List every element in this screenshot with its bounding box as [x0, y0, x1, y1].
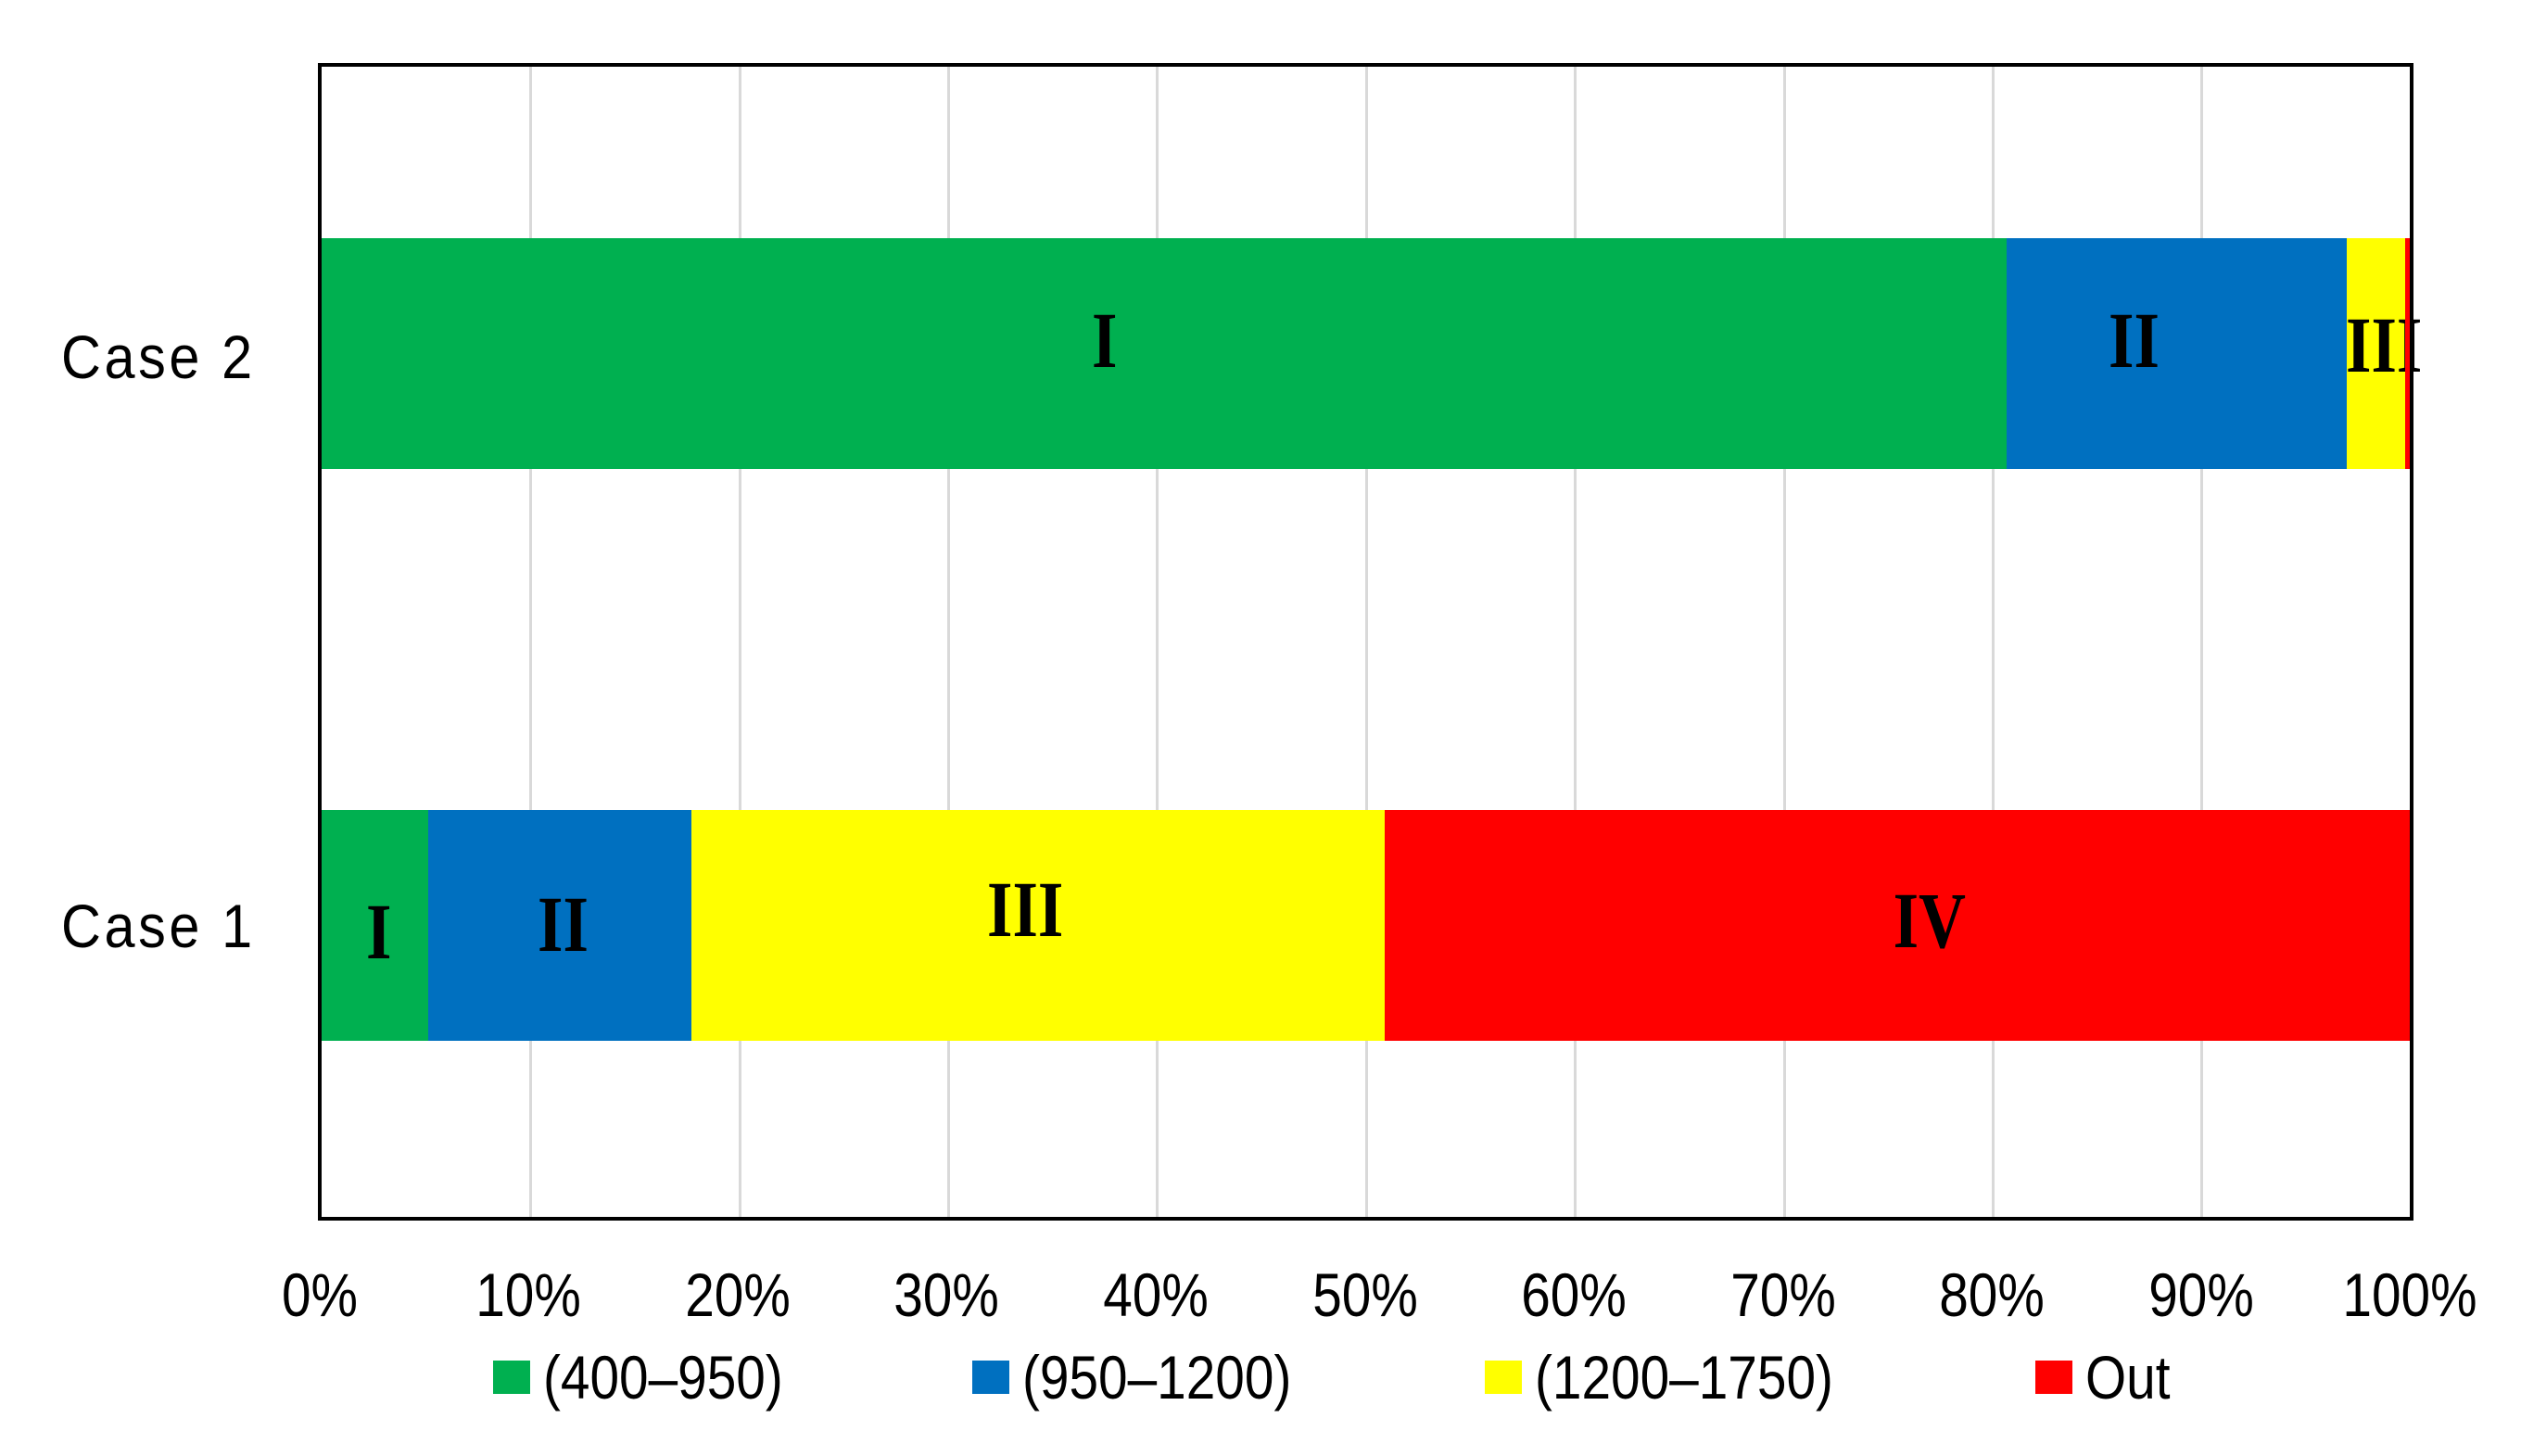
segment-label: III	[2346, 300, 2423, 389]
gridline-30	[947, 67, 950, 1217]
gridline-20	[739, 67, 741, 1217]
x-tick-0: 0%	[281, 1260, 359, 1329]
legend-swatch-red	[2035, 1361, 2072, 1394]
legend-swatch-blue	[972, 1361, 1009, 1394]
segment-case-2-400-950: I	[322, 238, 2008, 469]
segment-case-1-1200-1750: III	[690, 810, 1385, 1041]
gridline-80	[1992, 67, 1995, 1217]
legend-item-1200-1750: (1200–1750)	[1485, 1344, 1881, 1411]
gridline-50	[1365, 67, 1368, 1217]
segment-case-1-950-1200: II	[427, 810, 691, 1041]
legend-label: (950–1200)	[1022, 1343, 1292, 1412]
segment-case-2-950-1200: II	[2007, 238, 2348, 469]
legend-label: (1200–1750)	[1535, 1343, 1833, 1412]
legend-label: Out	[2085, 1343, 2171, 1412]
segment-case-1-400-950: I	[322, 810, 428, 1041]
segment-case-1-out: IV	[1384, 810, 2410, 1041]
category-label-case-1: Case 1	[61, 892, 256, 960]
segment-label: IV	[1893, 876, 1966, 965]
gridline-90	[2200, 67, 2203, 1217]
segment-label: I	[366, 887, 392, 976]
gridline-60	[1574, 67, 1577, 1217]
legend: (400–950) (950–1200) (1200–1750) Out	[0, 1344, 2521, 1411]
segment-label: II	[2109, 296, 2160, 385]
legend-swatch-green	[493, 1361, 530, 1394]
x-tick-10: 10%	[475, 1260, 581, 1329]
x-tick-70: 70%	[1730, 1260, 1836, 1329]
legend-item-out: Out	[2035, 1344, 2184, 1411]
legend-item-950-1200: (950–1200)	[972, 1344, 1336, 1411]
bar-case-1: I II III IV	[322, 810, 2410, 1041]
x-tick-20: 20%	[685, 1260, 791, 1329]
segment-case-2-out	[2405, 238, 2410, 469]
x-tick-100: 100%	[2342, 1260, 2477, 1329]
legend-swatch-yellow	[1485, 1361, 1522, 1394]
legend-label: (400–950)	[543, 1343, 783, 1412]
x-tick-50: 50%	[1312, 1260, 1418, 1329]
segment-case-2-1200-1750: III	[2346, 238, 2423, 469]
bar-case-2: I II III	[322, 238, 2423, 469]
segment-label: II	[537, 880, 589, 969]
category-label-case-2: Case 2	[61, 323, 256, 391]
legend-item-400-950: (400–950)	[493, 1344, 822, 1411]
x-tick-30: 30%	[893, 1260, 999, 1329]
x-tick-60: 60%	[1521, 1260, 1627, 1329]
x-tick-40: 40%	[1103, 1260, 1209, 1329]
segment-label: III	[986, 865, 1064, 954]
x-tick-80: 80%	[1939, 1260, 2045, 1329]
gridline-10	[529, 67, 532, 1217]
segment-label: I	[1092, 296, 1118, 385]
gridline-40	[1156, 67, 1159, 1217]
x-tick-90: 90%	[2148, 1260, 2254, 1329]
plot-area: I II III I II III IV	[318, 63, 2423, 1221]
gridline-70	[1783, 67, 1786, 1217]
